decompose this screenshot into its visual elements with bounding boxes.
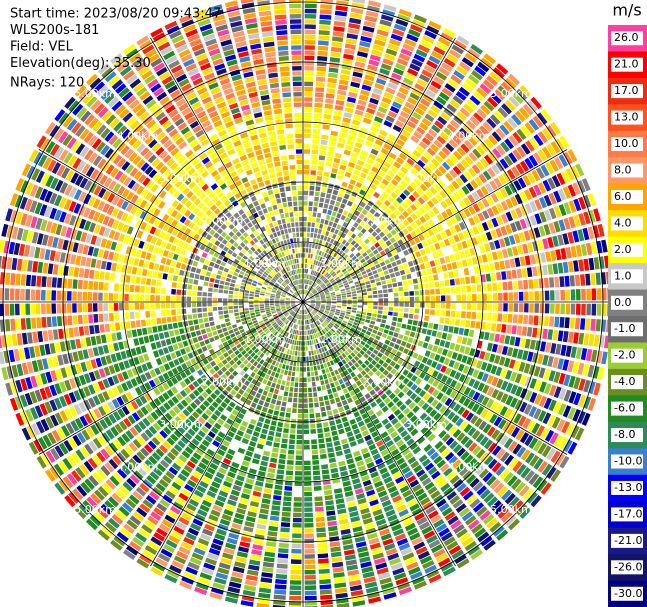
colorbar-tick-box [611,110,643,125]
colorbar-tick-label: -13.0 [614,481,642,494]
annotation: Elevation(deg): 35.30 [10,56,151,71]
colorbar-tick-label: -6.0 [614,402,635,415]
colorbar-tick-label: -2.0 [614,349,635,362]
colorbar-tick-label: 10.0 [614,137,639,150]
colorbar-tick-box [611,533,643,548]
ring-label: 1.00km [244,257,286,270]
ring-label: 2.00km [202,214,244,227]
ring-label: 5.00km [490,87,532,100]
ring-label: 3.00km [405,172,447,185]
ring-label: 3.00km [405,418,447,431]
annotation: WLS200s-181 [10,23,99,38]
radar-field [0,0,612,607]
ring-label: 5.00km [74,503,116,516]
ring-label: 1.00km [320,257,362,270]
ring-labels: 1.00km 1.00km 1.00km 1.00km 2.00km 2.00km 2.00… [74,87,531,516]
ring-label: 2.00km [363,376,405,389]
colorbar-tick-label: 8.0 [614,164,632,177]
colorbar-tick-label: -1.0 [614,322,635,335]
ring-label: 3.00km [159,172,201,185]
colorbar-tick-label: 6.0 [614,190,632,203]
ring-label: 5.00km [74,87,116,100]
colorbar-tick-box [611,242,643,257]
polar-grid [0,0,608,607]
colorbar-tick-box [611,269,643,284]
colorbar-tick-label: 0.0 [614,296,632,309]
colorbar-tick-label: 2.0 [614,243,632,256]
colorbar-tick-label: 26.0 [614,31,639,44]
ring-label: 4.00km [117,461,159,474]
annotations: Start time: 2023/08/20 09:43:47WLS200s-1… [10,7,221,91]
colorbar-tick-box [611,507,643,522]
annotation: Start time: 2023/08/20 09:43:47 [10,7,221,22]
colorbar-tick-box [611,348,643,363]
colorbar-tick-label: -30.0 [614,587,642,600]
colorbar-tick-box [611,295,643,310]
colorbar-tick-label: -8.0 [614,428,635,441]
colorbar-tick-box [611,454,643,469]
colorbar-tick-box [611,322,643,337]
ring-label: 1.00km [244,333,286,346]
colorbar-tick-label: -17.0 [614,507,642,520]
ring-label: 2.00km [363,214,405,227]
colorbar-tick-box [611,428,643,443]
colorbar: m/s 26.0 21.0 17.0 13.0 10.0 8.0 6.0 4.0 2.0 1.0 0.… [608,1,647,607]
colorbar-tick-label: 17.0 [614,84,639,97]
colorbar-tick-label: 4.0 [614,216,632,229]
annotation: Field: VEL [10,40,74,55]
colorbar-tick-label: 21.0 [614,58,639,71]
colorbar-tick-box [611,560,643,575]
colorbar-tick-label: -26.0 [614,560,642,573]
colorbar-tick-box [611,57,643,72]
colorbar-tick-label: 1.0 [614,269,632,282]
colorbar-tick-label: -21.0 [614,534,642,547]
colorbar-label: m/s [612,1,641,20]
colorbar-tick-box [611,216,643,231]
ring-label: 4.00km [448,461,490,474]
colorbar-tick-label: 13.0 [614,111,639,124]
colorbar-tick-box [611,137,643,152]
ring-label: 3.00km [159,418,201,431]
colorbar-tick-box [611,401,643,416]
colorbar-tick-box [611,84,643,99]
ring-label: 4.00km [117,130,159,143]
radar-gates [39,10,590,601]
ring-label: 4.00km [448,130,490,143]
radar-gates [0,24,605,604]
colorbar-tick-box [611,480,643,495]
colorbar-tick-box [611,163,643,178]
colorbar-tick-label: -10.0 [614,455,642,468]
ring-label: 2.00km [202,376,244,389]
azimuth-line [150,37,456,567]
annotation: NRays: 120 [10,76,84,91]
colorbar-tick-box [611,586,643,601]
colorbar-tick-label: -4.0 [614,375,635,388]
colorbar-tick-box [611,189,643,204]
colorbar-tick-box [611,31,643,46]
colorbar-tick-box [611,375,643,390]
ring-label: 1.00km [320,333,362,346]
ring-label: 5.00km [490,503,532,516]
